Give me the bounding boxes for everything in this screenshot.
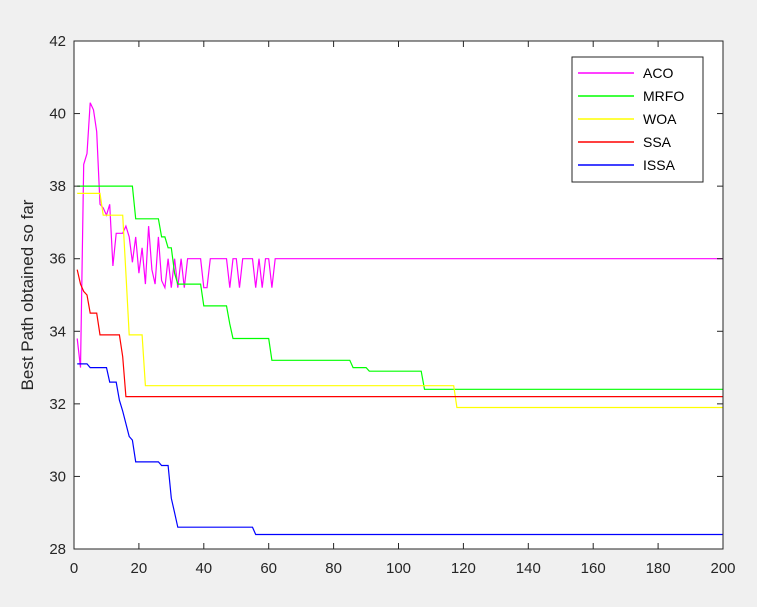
x-tick-label: 40 xyxy=(195,560,212,577)
legend-label-aco: ACO xyxy=(643,65,673,81)
y-tick-label: 34 xyxy=(49,323,66,340)
x-tick-label: 180 xyxy=(646,560,671,577)
y-tick-label: 32 xyxy=(49,396,66,413)
series-line-issa xyxy=(77,363,723,536)
series-line-aco xyxy=(76,102,723,368)
y-axis: 28 30 32 34 36 38 40 42 xyxy=(49,33,723,558)
y-axis-label: Best Path obtained so far xyxy=(18,199,37,390)
series-line-ssa xyxy=(76,269,723,398)
y-tick-label: 38 xyxy=(49,178,66,195)
x-tick-label: 20 xyxy=(131,560,148,577)
x-tick-label: 140 xyxy=(516,560,541,577)
series-line-mrfo xyxy=(77,185,723,390)
y-tick-label: 36 xyxy=(49,251,66,268)
legend-label-woa: WOA xyxy=(643,111,677,127)
legend-label-issa: ISSA xyxy=(643,157,676,173)
x-tick-label: 120 xyxy=(451,560,476,577)
y-tick-label: 28 xyxy=(49,541,66,558)
x-tick-label: 100 xyxy=(386,560,411,577)
y-tick-label: 42 xyxy=(49,33,66,50)
x-axis: 0 20 40 60 80 100 120 140 160 180 200 xyxy=(70,41,736,577)
legend: ACO MRFO WOA SSA ISSA xyxy=(571,56,704,183)
x-tick-label: 80 xyxy=(325,560,342,577)
legend-label-mrfo: MRFO xyxy=(643,88,684,104)
y-tick-label: 30 xyxy=(49,468,66,485)
x-tick-label: 60 xyxy=(260,560,277,577)
x-tick-label: 0 xyxy=(70,560,78,577)
x-tick-label: 200 xyxy=(710,560,735,577)
legend-label-ssa: SSA xyxy=(643,134,672,150)
series-line-woa xyxy=(77,192,723,409)
series-layer xyxy=(76,102,723,536)
y-tick-label: 40 xyxy=(49,106,66,123)
x-tick-label: 160 xyxy=(581,560,606,577)
